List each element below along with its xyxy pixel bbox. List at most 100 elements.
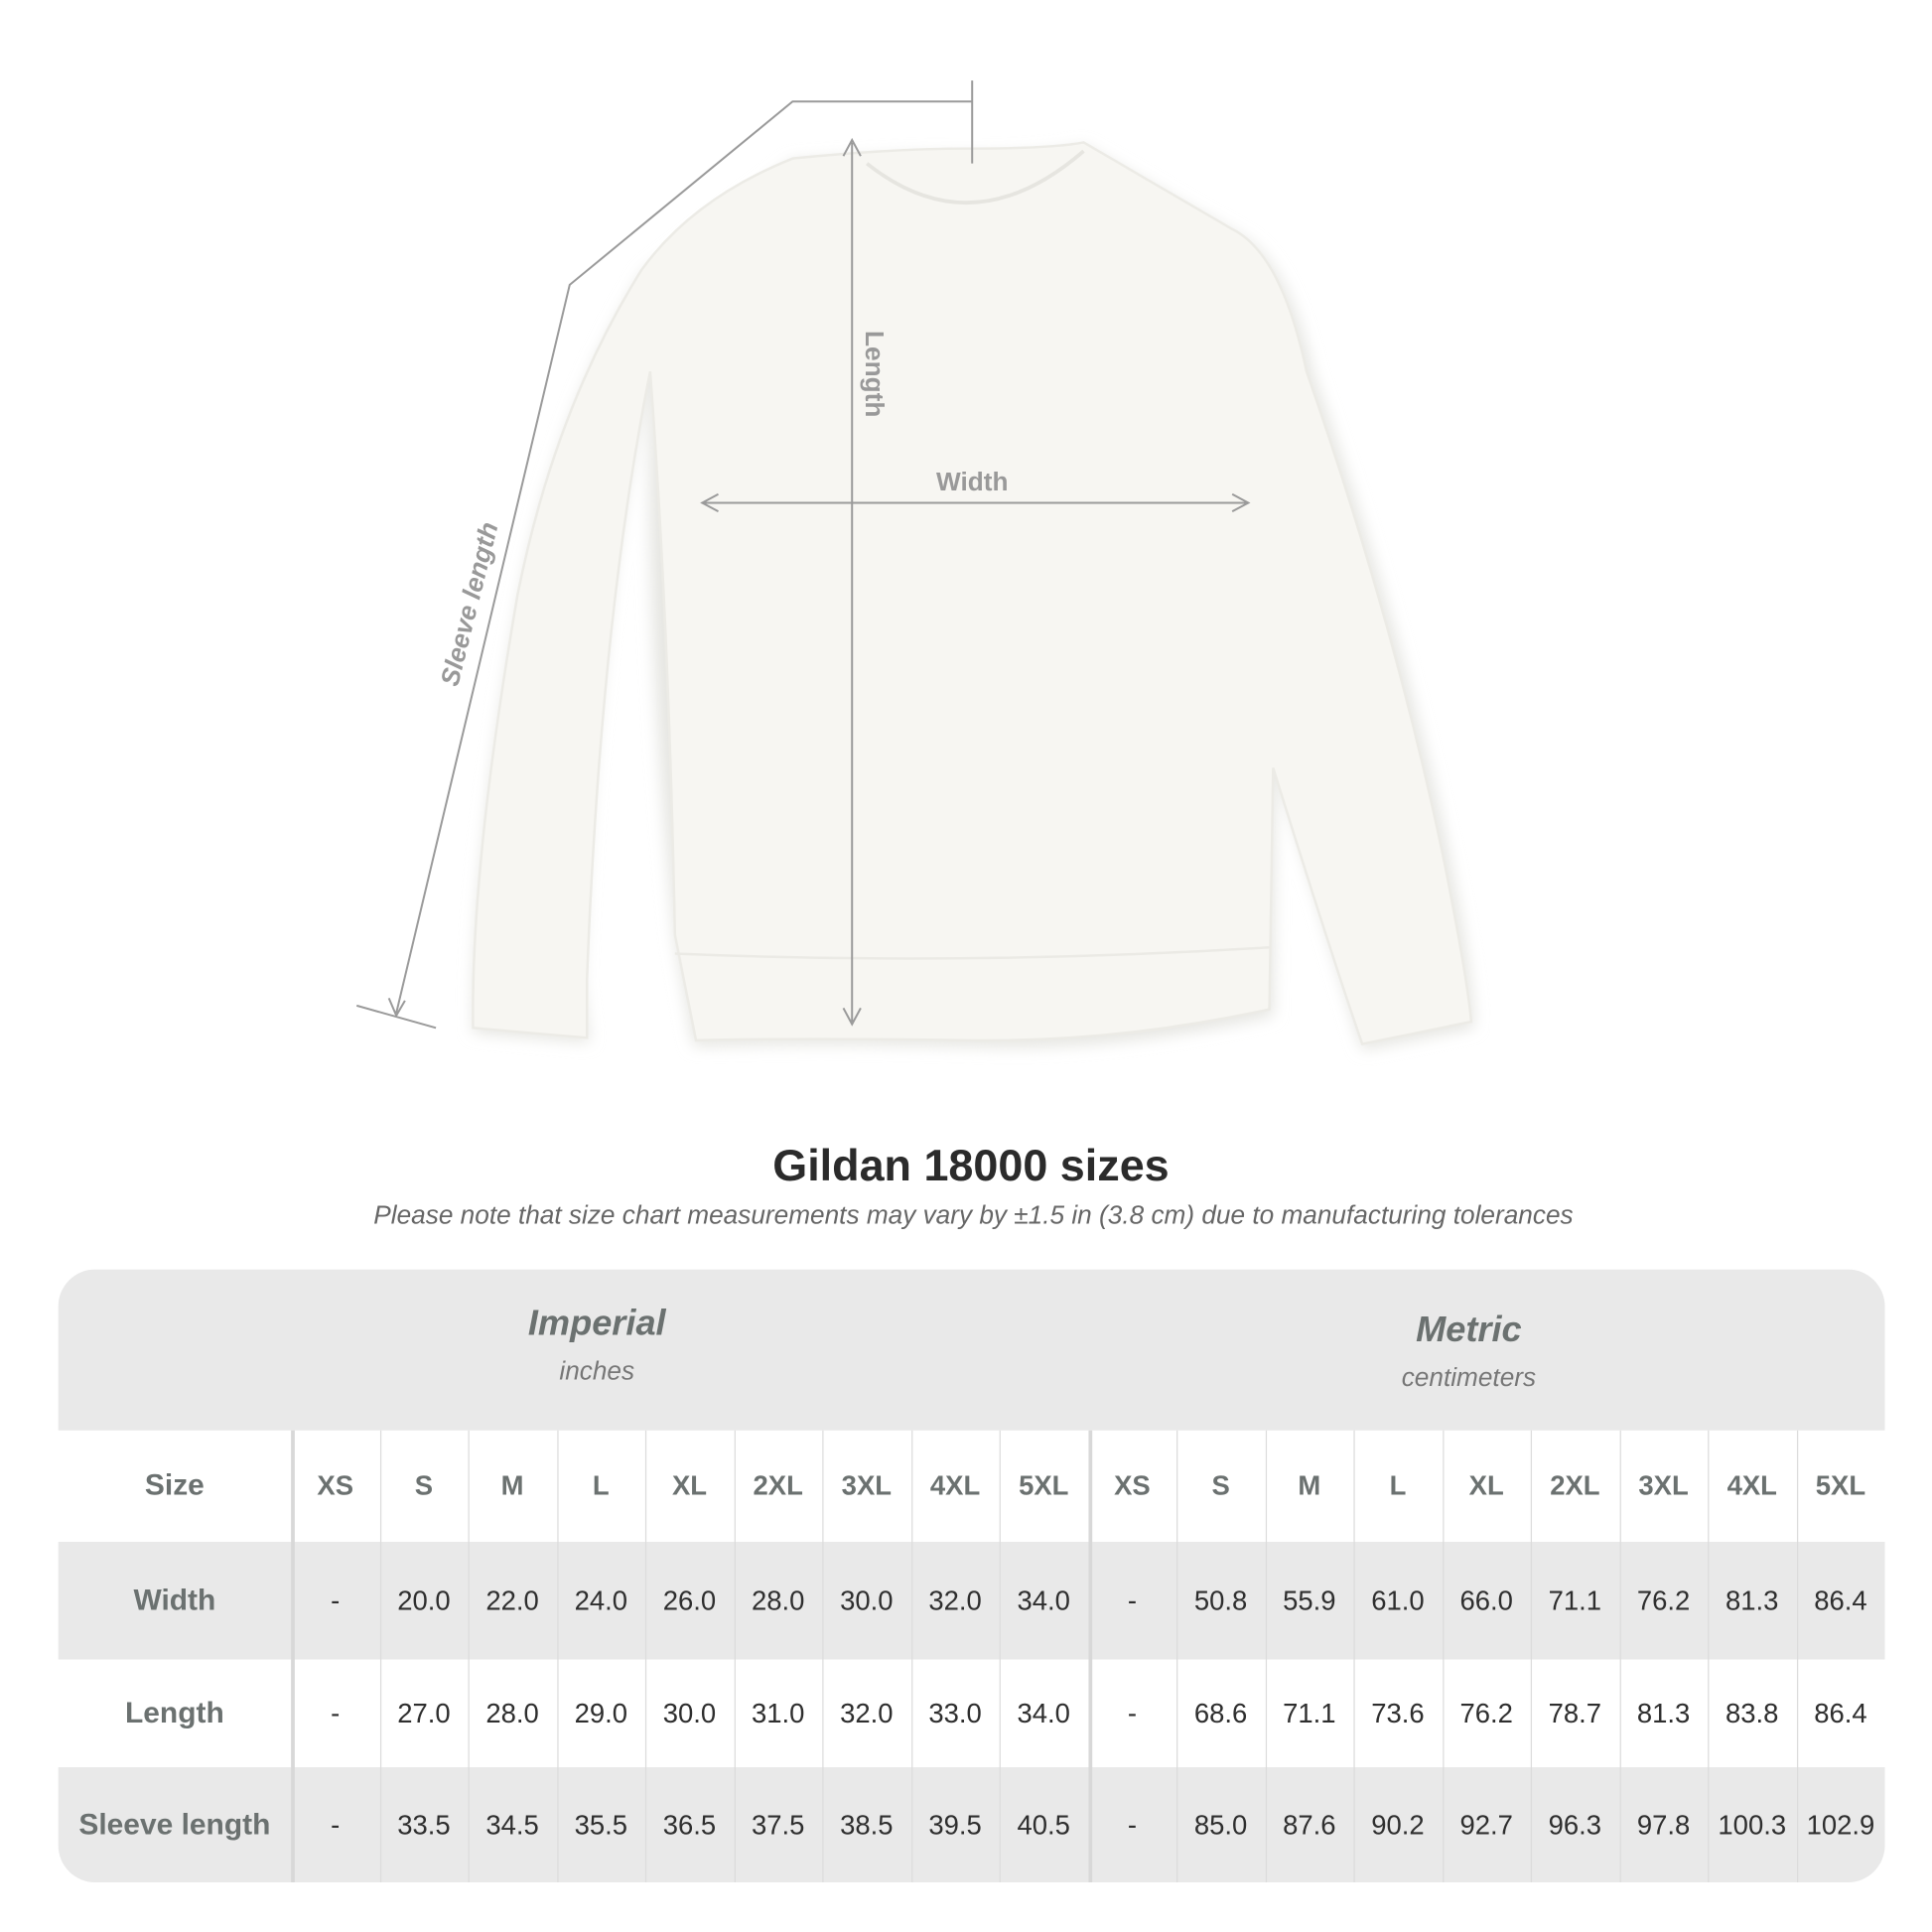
header-band — [58, 1269, 1885, 1431]
imperial-value: 31.0 — [751, 1697, 805, 1728]
column-divider — [468, 1430, 470, 1883]
size-label: Size — [144, 1468, 205, 1503]
metric-value: 81.3 — [1725, 1585, 1779, 1616]
metric-value: 76.2 — [1636, 1585, 1691, 1616]
sweatshirt-body — [472, 141, 1473, 1045]
table-row: Width - 20.0 22.0 24.0 26.0 28.0 30.0 32.0 34.0 - 5… — [59, 1542, 1885, 1660]
imperial-size-xl: XL — [671, 1469, 708, 1501]
metric-size-5xl: 5XL — [1815, 1469, 1866, 1501]
measure-lines — [355, 80, 1251, 1030]
imperial-size-s: S — [414, 1469, 434, 1501]
imperial-value: 28.0 — [751, 1585, 805, 1616]
metric-unit: centimeters — [1401, 1363, 1537, 1393]
column-divider — [1353, 1430, 1355, 1883]
row-label-sleeve-length: Sleeve length — [78, 1807, 271, 1842]
metric-value: 100.3 — [1718, 1808, 1787, 1841]
column-divider — [556, 1430, 558, 1883]
metric-value: 97.8 — [1636, 1808, 1691, 1841]
metric-value: - — [1127, 1808, 1137, 1841]
metric-header: Metric centimeters — [1221, 1311, 1717, 1394]
metric-value: 81.3 — [1636, 1697, 1691, 1728]
hem-rib — [674, 946, 1270, 960]
imperial-value: 29.0 — [574, 1697, 628, 1728]
column-divider — [1618, 1430, 1621, 1883]
column-divider — [1530, 1430, 1533, 1883]
column-divider — [910, 1430, 912, 1883]
imperial-value: 32.0 — [928, 1585, 982, 1616]
sleeve-arrowhead — [387, 998, 406, 1019]
imperial-title: Imperial — [527, 1304, 666, 1344]
metric-value: 86.4 — [1814, 1697, 1867, 1728]
metric-value: 61.0 — [1371, 1585, 1425, 1616]
metric-size-m: M — [1298, 1469, 1321, 1501]
metric-value: - — [1127, 1585, 1137, 1616]
imperial-value: - — [331, 1697, 341, 1728]
imperial-value: 39.5 — [928, 1808, 982, 1841]
column-divider — [1087, 1430, 1092, 1883]
length-arrow — [842, 137, 862, 1027]
column-divider — [734, 1430, 736, 1883]
sweatshirt-diagram — [355, 80, 1474, 1050]
metric-size-2xl: 2XL — [1550, 1469, 1600, 1501]
column-divider — [1176, 1430, 1178, 1883]
table-row: Sleeve length - 33.5 34.5 35.5 36.5 37.5 38.5 39… — [59, 1767, 1885, 1882]
metric-size-l: L — [1389, 1469, 1407, 1501]
imperial-value: 34.5 — [485, 1808, 539, 1841]
width-arrow — [700, 492, 1251, 513]
metric-value: 87.6 — [1283, 1808, 1336, 1841]
imperial-size-2xl: 2XL — [753, 1469, 803, 1501]
column-divider — [999, 1430, 1001, 1883]
metric-value: 55.9 — [1283, 1585, 1336, 1616]
collar — [866, 149, 1085, 206]
imperial-value: 40.5 — [1017, 1808, 1070, 1841]
imperial-size-m: M — [500, 1469, 524, 1501]
table-row: Length - 27.0 28.0 29.0 30.0 31.0 32.0 33.0 34.0 -… — [59, 1660, 1885, 1768]
metric-size-4xl: 4XL — [1726, 1469, 1777, 1501]
imperial-size-xs: XS — [317, 1469, 354, 1501]
size-table: Imperial inches Metric centimeters Size … — [58, 1269, 1885, 1883]
column-divider — [1796, 1430, 1798, 1883]
row-label-width: Width — [133, 1583, 216, 1617]
metric-value: 86.4 — [1814, 1585, 1867, 1616]
imperial-value: - — [331, 1585, 341, 1616]
imperial-size-l: L — [592, 1469, 610, 1501]
column-divider — [379, 1430, 381, 1883]
imperial-value: - — [331, 1808, 341, 1841]
imperial-value: 28.0 — [485, 1697, 539, 1728]
metric-size-s: S — [1211, 1469, 1230, 1501]
column-divider — [822, 1430, 824, 1883]
imperial-value: 37.5 — [751, 1808, 805, 1841]
imperial-value: 36.5 — [662, 1808, 717, 1841]
imperial-value: 33.5 — [397, 1808, 451, 1841]
column-divider — [291, 1430, 295, 1883]
metric-value: 96.3 — [1548, 1808, 1602, 1841]
imperial-value: 20.0 — [397, 1585, 451, 1616]
imperial-value: 26.0 — [662, 1585, 717, 1616]
metric-value: 78.7 — [1548, 1697, 1602, 1728]
size-header-row: Size XS S M L XL 2XL 3XL 4XL 5XL XS S M L XL 2XL 3XL 4XL… — [59, 1431, 1885, 1542]
imperial-size-3xl: 3XL — [841, 1469, 893, 1501]
imperial-value: 38.5 — [840, 1808, 894, 1841]
metric-value: 85.0 — [1193, 1808, 1248, 1841]
metric-value: 68.6 — [1193, 1697, 1248, 1728]
metric-size-3xl: 3XL — [1638, 1469, 1689, 1501]
length-label: Length — [859, 331, 889, 418]
column-divider — [1265, 1430, 1267, 1883]
metric-value: 50.8 — [1193, 1585, 1248, 1616]
metric-value: 73.6 — [1371, 1697, 1425, 1728]
imperial-value: 32.0 — [840, 1697, 894, 1728]
metric-value: 76.2 — [1459, 1697, 1513, 1728]
chart-title: Gildan 18000 sizes — [772, 1139, 1170, 1190]
tolerance-note: Please note that size chart measurements… — [373, 1200, 1574, 1230]
metric-size-xs: XS — [1114, 1469, 1151, 1501]
metric-value: 90.2 — [1371, 1808, 1425, 1841]
imperial-value: 34.0 — [1017, 1697, 1070, 1728]
metric-value: 66.0 — [1459, 1585, 1513, 1616]
column-divider — [1708, 1430, 1710, 1883]
width-label: Width — [935, 468, 1009, 497]
imperial-value: 34.0 — [1017, 1585, 1070, 1616]
imperial-unit: inches — [559, 1357, 635, 1386]
row-label-length: Length — [124, 1696, 224, 1729]
sleeve-measure-line — [395, 100, 973, 1014]
metric-value: 92.7 — [1459, 1808, 1513, 1841]
